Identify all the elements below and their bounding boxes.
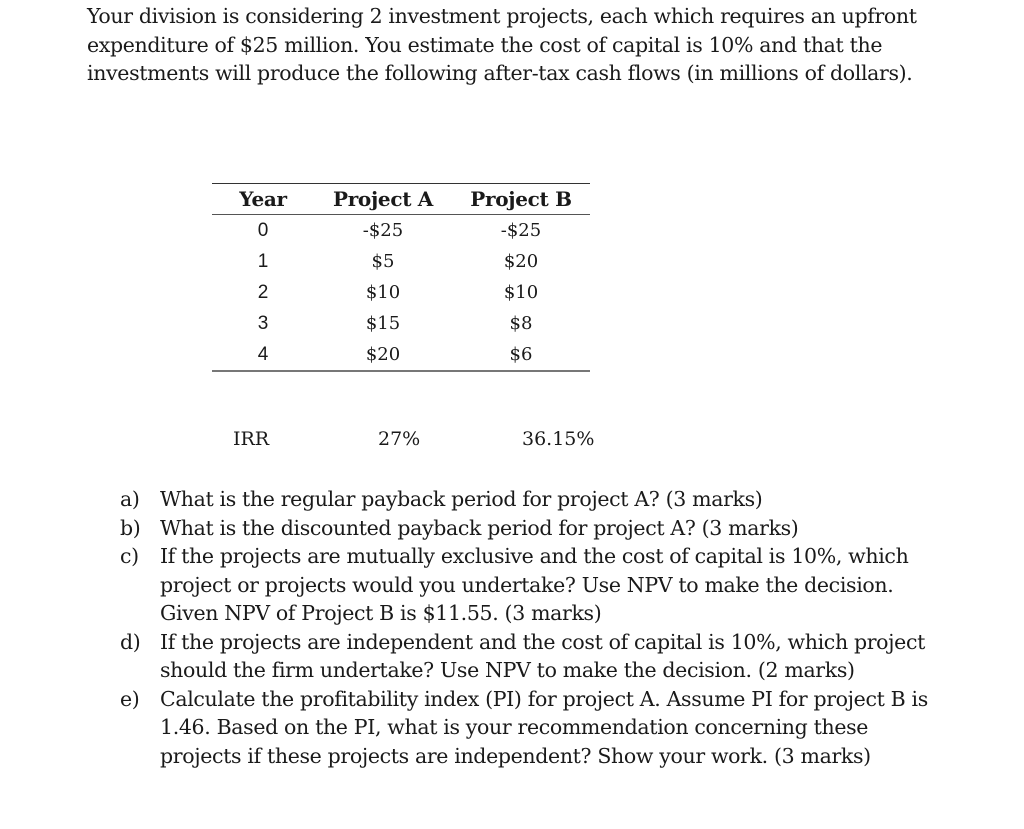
year-cell: 0 (257, 219, 269, 241)
question-text: should the firm undertake? Use NPV to ma… (160, 658, 855, 682)
question-text: 1.46. Based on the PI, what is your reco… (160, 715, 869, 739)
header-year: Year (212, 183, 314, 215)
intro-line: investments will produce the following a… (87, 61, 913, 85)
problem-intro: Your division is considering 2 investmen… (87, 2, 967, 88)
project-a-cell: $20 (365, 344, 401, 365)
question-text: project or projects would you undertake?… (160, 572, 894, 597)
question-text: If the projects are independent and the … (160, 629, 925, 654)
question-marker: a) (120, 487, 140, 511)
table-header-row: Year Project A Project B (212, 183, 590, 215)
question-text: What is the regular payback period for p… (160, 487, 763, 511)
irr-project-a: 27% (378, 428, 421, 450)
question-text: If the projects are mutually exclusive a… (160, 544, 909, 568)
question-d: d) If the projects are independent and t… (120, 628, 980, 685)
irr-project-b: 36.15% (522, 428, 595, 450)
year-cell: 3 (257, 312, 269, 334)
question-text: Calculate the profitability index (PI) f… (160, 686, 928, 711)
year-cell: 1 (257, 250, 269, 272)
question-c: c) If the projects are mutually exclusiv… (120, 542, 980, 628)
project-b-cell: $8 (509, 313, 533, 334)
project-a-cell: $10 (365, 282, 401, 303)
question-marker: c) (120, 544, 139, 568)
project-a-cell: $5 (371, 251, 395, 272)
question-list: a) What is the regular payback period fo… (120, 485, 980, 770)
question-marker: d) (120, 629, 141, 654)
project-b-cell: $20 (503, 251, 539, 272)
project-a-cell: $15 (365, 313, 401, 334)
cash-flow-table: Year Project A Project B 0 -$25 -$25 1 $… (212, 183, 590, 372)
project-a-cell: -$25 (362, 220, 404, 241)
question-e: e) Calculate the profitability index (PI… (120, 685, 980, 771)
year-cell: 4 (257, 343, 269, 365)
question-text: Given NPV of Project B is $11.55. (3 mar… (160, 601, 602, 625)
question-b: b) What is the discounted payback period… (120, 514, 980, 543)
table-row: 4 $20 $6 (212, 339, 590, 371)
table-row: 1 $5 $20 (212, 246, 590, 277)
year-cell: 2 (257, 281, 269, 303)
table-row: 0 -$25 -$25 (212, 215, 590, 247)
header-project-b: Project B (452, 183, 590, 215)
question-text: What is the discounted payback period fo… (160, 515, 799, 540)
intro-line: Your division is considering 2 investmen… (87, 4, 917, 28)
intro-line: expenditure of $25 million. You estimate… (87, 32, 883, 57)
question-a: a) What is the regular payback period fo… (120, 485, 980, 514)
irr-label: IRR (233, 428, 270, 450)
project-b-cell: -$25 (500, 220, 542, 241)
project-b-cell: $6 (509, 344, 533, 365)
table-row: 2 $10 $10 (212, 277, 590, 308)
question-text: projects if these projects are independe… (160, 743, 871, 768)
question-marker: b) (120, 515, 141, 540)
question-marker: e) (120, 686, 140, 711)
header-project-a: Project A (314, 183, 452, 215)
table-row: 3 $15 $8 (212, 308, 590, 339)
project-b-cell: $10 (503, 282, 539, 303)
